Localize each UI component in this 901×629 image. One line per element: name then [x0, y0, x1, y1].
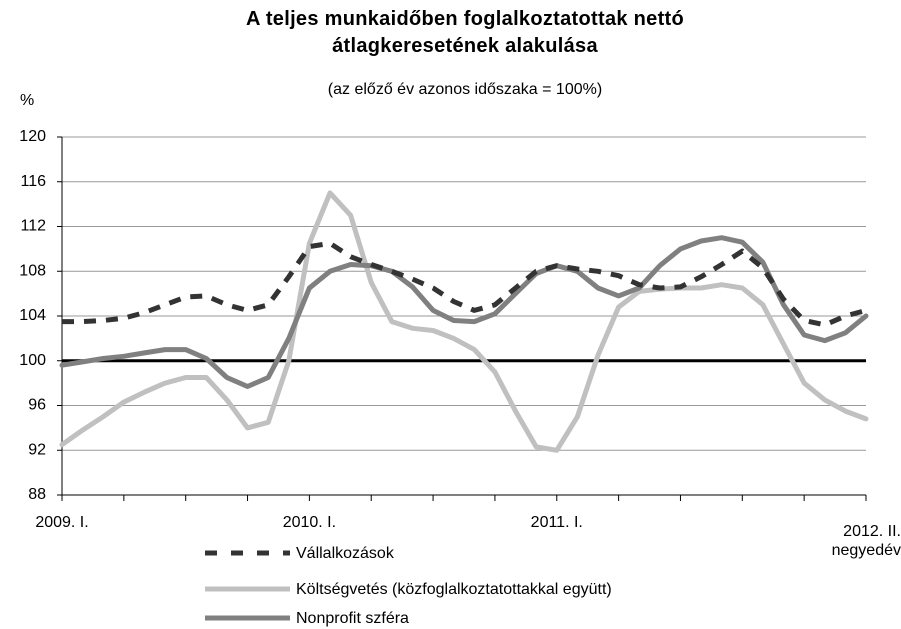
chart-title: A teljes munkaidőben foglalkoztatottak n… — [245, 8, 685, 57]
y-tick-label: 100 — [19, 352, 46, 369]
x-tick-label: 2010. I. — [283, 514, 336, 531]
y-tick-label: 116 — [20, 173, 46, 190]
legend-label: Nonprofit szféra — [296, 610, 409, 627]
series-line — [62, 240, 867, 328]
x-tick-label: 2012. II. negyedév — [831, 523, 901, 559]
y-tick-label: 104 — [19, 307, 46, 324]
y-tick-label: 92 — [28, 441, 46, 458]
y-tick-label: 108 — [19, 262, 46, 279]
y-tick-label: 112 — [20, 218, 46, 235]
series-line — [59, 235, 869, 389]
y-tick-label: 96 — [28, 397, 46, 414]
y-tick-label: 120 — [19, 128, 46, 145]
y-axis-label: % — [20, 92, 34, 109]
x-tick-label: 2009. I. — [35, 514, 88, 531]
y-tick-label: 88 — [28, 486, 46, 503]
chart-subtitle: (az előző év azonos időszaka = 100%) — [328, 81, 602, 98]
series-line — [59, 190, 869, 453]
legend-label: Költségvetés (közfoglalkoztatottakkal eg… — [296, 581, 612, 598]
x-tick-label: 2011. I. — [531, 514, 583, 531]
legend-label: Vállalkozások — [296, 545, 395, 562]
